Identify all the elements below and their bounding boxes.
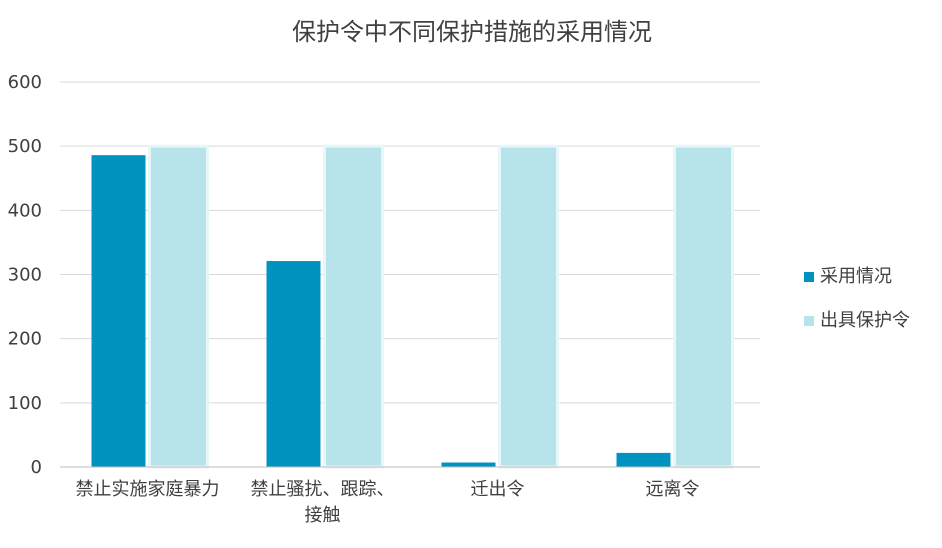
bar-adopted [266,261,321,467]
x-category-label-line: 禁止实施家庭暴力 [76,479,220,500]
bar-adopted [441,462,496,467]
legend-swatch [804,316,814,326]
y-tick-label: 100 [8,393,42,414]
x-category-label: 远离令 [646,479,700,500]
x-category-label-line: 迁出令 [471,479,525,500]
x-axis-categories: 禁止实施家庭暴力 禁止骚扰、跟踪、接触 迁出令 远离令 [76,479,700,526]
y-tick-label: 500 [8,136,42,157]
legend-swatch [804,272,814,282]
x-category-label: 禁止骚扰、跟踪、接触 [251,479,395,526]
bar-issued [673,144,734,469]
y-tick-label: 200 [8,329,42,350]
y-tick-label: 0 [31,457,42,478]
y-axis-ticks: 0 100 200 300 400 500 600 [8,72,42,478]
legend-label: 出具保护令 [820,310,910,331]
x-category-label-line: 禁止骚扰、跟踪、 [251,479,395,500]
y-tick-label: 300 [8,265,42,286]
bar-adopted [91,155,146,467]
chart-title: 保护令中不同保护措施的采用情况 [292,18,652,46]
bar-issued [323,144,384,469]
y-tick-label: 400 [8,200,42,221]
y-tick-label: 600 [8,72,42,93]
legend-label: 采用情况 [820,266,892,287]
bar-issued [148,144,209,469]
x-category-label-line: 远离令 [646,479,700,500]
x-category-label: 禁止实施家庭暴力 [76,479,220,500]
x-category-label: 迁出令 [471,479,525,500]
bar-adopted [616,452,671,467]
x-category-label-line: 接触 [305,505,341,526]
bar-issued [498,144,559,469]
bars [91,144,734,469]
